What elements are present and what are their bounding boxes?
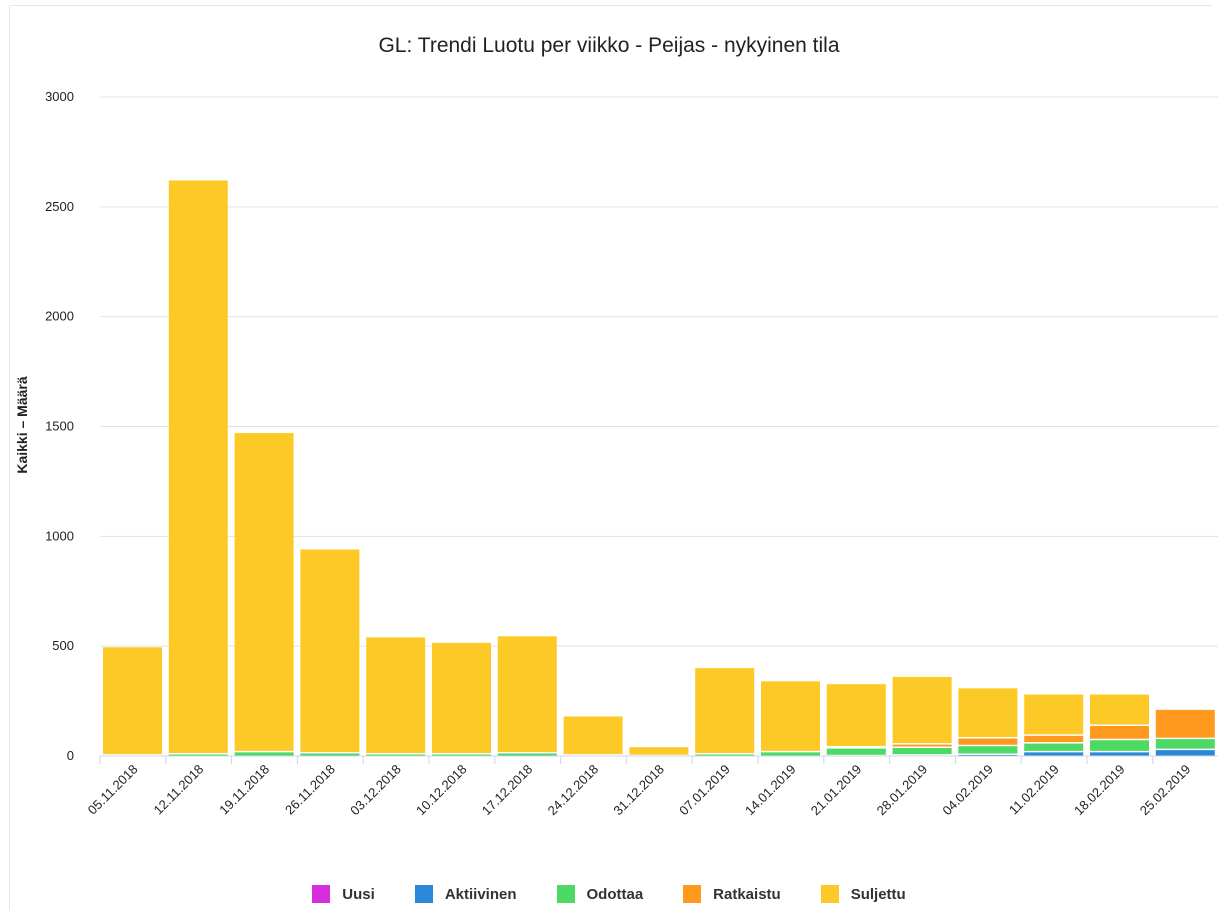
bar-segment bbox=[958, 688, 1018, 738]
bar-segment bbox=[695, 753, 755, 756]
bar-segment bbox=[432, 642, 491, 754]
legend-item[interactable]: Aktiivinen bbox=[414, 885, 517, 903]
bar-segment bbox=[497, 752, 557, 756]
chart-title: GL: Trendi Luotu per viikko - Peijas - n… bbox=[378, 34, 840, 57]
bar-segment bbox=[234, 433, 294, 752]
legend-label: Uusi bbox=[342, 885, 375, 903]
y-tick-label: 0 bbox=[67, 748, 74, 763]
y-tick-label: 1500 bbox=[45, 419, 74, 434]
bar-segment bbox=[432, 753, 491, 756]
x-tick-label: 14.01.2019 bbox=[742, 762, 799, 819]
bar-segment bbox=[103, 647, 162, 755]
x-tick-label: 17.12.2018 bbox=[479, 762, 536, 819]
x-tick-label: 07.01.2019 bbox=[676, 762, 733, 819]
legend-item[interactable]: Suljettu bbox=[820, 885, 906, 903]
bar-segment bbox=[168, 180, 228, 754]
legend-label: Suljettu bbox=[850, 885, 906, 903]
bar-segment bbox=[761, 681, 820, 752]
bar-segment bbox=[366, 637, 426, 754]
bar-segment bbox=[892, 747, 952, 755]
legend-label: Odottaa bbox=[586, 885, 644, 903]
bar-segment bbox=[1024, 694, 1084, 736]
bar-segment bbox=[1024, 751, 1084, 756]
y-tick-label: 500 bbox=[52, 638, 74, 653]
bar-segment bbox=[1155, 738, 1215, 750]
bar-segment bbox=[563, 716, 623, 755]
legend-swatch bbox=[683, 885, 702, 903]
bar-segment bbox=[826, 684, 886, 747]
legend-swatch bbox=[820, 885, 839, 903]
x-tick-label: 21.01.2019 bbox=[808, 762, 865, 819]
bar-segment bbox=[826, 747, 886, 756]
x-tick-label: 19.11.2018 bbox=[216, 762, 272, 818]
bar-segment bbox=[1155, 749, 1215, 756]
y-tick-label: 2000 bbox=[45, 309, 74, 324]
bar-segment bbox=[695, 668, 755, 754]
bar-segment bbox=[1155, 709, 1215, 739]
x-tick-label: 26.11.2018 bbox=[282, 762, 338, 818]
bar-segment bbox=[1090, 739, 1149, 752]
bar-segment bbox=[958, 754, 1018, 756]
bar-segment bbox=[1090, 751, 1149, 756]
bar-segment bbox=[168, 753, 228, 756]
legend: Uusi Aktiivinen Odottaa Ratkaistu Suljettu bbox=[0, 885, 1218, 903]
legend-swatch bbox=[556, 885, 575, 903]
legend-label: Ratkaistu bbox=[713, 885, 781, 903]
legend-swatch bbox=[312, 885, 331, 903]
y-tick-label: 2500 bbox=[45, 199, 74, 214]
bar-segment bbox=[1090, 694, 1149, 726]
x-tick-label: 18.02.2019 bbox=[1071, 762, 1128, 819]
bar-segment bbox=[892, 743, 952, 748]
legend-label: Aktiivinen bbox=[444, 885, 517, 903]
y-tick-label: 1000 bbox=[45, 528, 74, 543]
bar-segment bbox=[892, 676, 952, 744]
legend-item[interactable]: Uusi bbox=[312, 885, 375, 903]
bar-segment bbox=[958, 745, 1018, 755]
chart-frame bbox=[9, 5, 1212, 910]
x-tick-label: 03.12.2018 bbox=[347, 762, 404, 819]
bar-segment bbox=[497, 636, 557, 753]
x-tick-label: 24.12.2018 bbox=[545, 762, 602, 819]
legend-swatch bbox=[414, 885, 433, 903]
legend-item[interactable]: Ratkaistu bbox=[683, 885, 781, 903]
bar-segment bbox=[958, 737, 1018, 746]
x-tick-label: 05.11.2018 bbox=[85, 762, 141, 818]
bar-segment bbox=[629, 747, 689, 756]
bar-segment bbox=[234, 751, 294, 756]
bar-segment bbox=[1090, 725, 1149, 740]
bar-segment bbox=[1024, 735, 1084, 743]
y-tick-label: 3000 bbox=[45, 89, 74, 104]
x-tick-label: 28.01.2019 bbox=[874, 762, 931, 819]
bar-segment bbox=[300, 549, 360, 753]
bar-segment bbox=[300, 752, 360, 756]
bar-segment bbox=[366, 753, 426, 756]
x-tick-label: 10.12.2018 bbox=[413, 762, 470, 819]
legend-item[interactable]: Odottaa bbox=[556, 885, 644, 903]
x-tick-label: 25.02.2019 bbox=[1137, 762, 1194, 819]
bar-segment bbox=[761, 751, 820, 756]
x-tick-label: 04.02.2019 bbox=[939, 762, 996, 819]
x-tick-label: 12.11.2018 bbox=[150, 762, 206, 818]
x-tick-label: 11.02.2019 bbox=[1006, 762, 1062, 818]
x-tick-label: 31.12.2018 bbox=[610, 762, 667, 819]
bar-segment bbox=[1024, 742, 1084, 752]
